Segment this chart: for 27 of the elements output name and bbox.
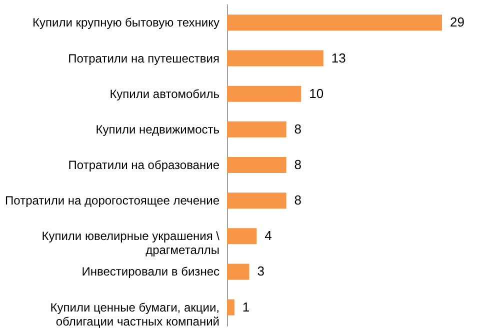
data-label: 8 bbox=[294, 121, 302, 136]
y-tick-label: Купили недвижимость bbox=[96, 122, 220, 136]
y-tick-label: Потратили на образование bbox=[68, 158, 220, 172]
bar bbox=[227, 14, 442, 31]
y-tick-label: Инвестировали в бизнес bbox=[82, 264, 220, 279]
bar bbox=[227, 50, 324, 66]
y-tick-label: Купили ценные бумаги, акции, облигации частных компаний bbox=[50, 300, 220, 328]
data-label: 1 bbox=[242, 299, 250, 314]
data-label: 13 bbox=[331, 50, 346, 66]
data-label: 8 bbox=[294, 192, 302, 208]
y-tick-label: Потратили на путешествия bbox=[68, 51, 220, 66]
bar bbox=[227, 86, 302, 102]
bar bbox=[227, 192, 286, 209]
data-label: 8 bbox=[294, 157, 302, 172]
bar bbox=[227, 121, 286, 138]
data-label: 10 bbox=[309, 86, 324, 101]
data-label: 29 bbox=[450, 14, 464, 30]
y-tick-label: Купили ювелирные украшения \ драгметаллы bbox=[42, 229, 220, 258]
y-tick-label: Купили автомобиль bbox=[110, 86, 220, 101]
y-tick-label: Купили крупную бытовую технику bbox=[32, 16, 220, 30]
data-label: 4 bbox=[264, 228, 272, 244]
data-label: 3 bbox=[257, 264, 264, 279]
bar bbox=[227, 228, 257, 244]
bar bbox=[227, 299, 234, 316]
bar bbox=[227, 156, 286, 174]
bar bbox=[227, 264, 250, 280]
y-tick-label: Потратили на дорогостоящее лечение bbox=[5, 194, 220, 208]
